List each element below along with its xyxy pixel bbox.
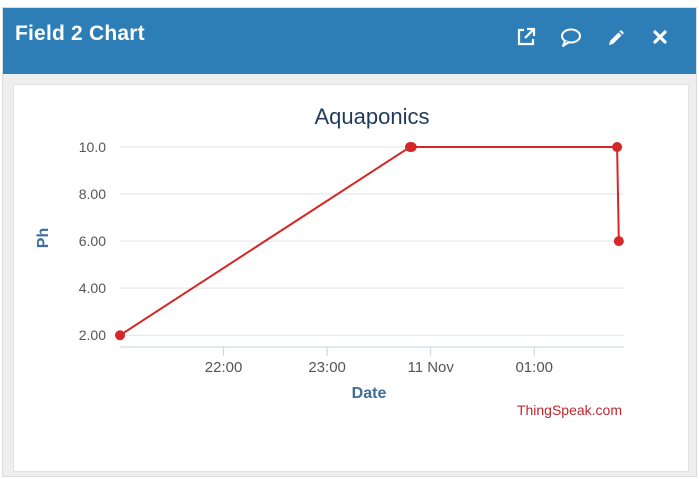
close-icon — [653, 30, 667, 44]
y-tick-label: 10.0 — [79, 139, 106, 155]
y-axis-title: Ph — [35, 228, 52, 248]
data-point — [612, 142, 623, 152]
chart-credit[interactable]: ThingSpeak.com — [517, 402, 622, 418]
axes: 2.00 4.00 6.00 8.00 10.0 22:00 23:00 11 Nov 01:0… — [79, 139, 624, 376]
chart-widget: Field 2 Chart — [2, 7, 697, 477]
data-point — [115, 330, 125, 341]
line-chart: 2.00 4.00 6.00 8.00 10.0 22:00 23:00 11 Nov 01:0… — [35, 104, 624, 418]
external-link-icon — [517, 27, 536, 46]
x-tick-label: 23:00 — [308, 359, 346, 376]
x-axis-title: Date — [352, 385, 387, 402]
y-tick-label: 4.00 — [79, 280, 106, 296]
series — [115, 142, 624, 341]
widget-header: Field 2 Chart — [3, 8, 696, 74]
x-tick-label: 01:00 — [515, 359, 553, 376]
comment-icon — [561, 28, 581, 47]
close-button[interactable] — [647, 24, 673, 50]
chart-title: Aquaponics — [315, 104, 430, 129]
comment-button[interactable] — [558, 24, 584, 50]
grid-lines — [120, 146, 624, 336]
x-tick-label: 22:00 — [205, 359, 243, 376]
widget-title: Field 2 Chart — [15, 22, 145, 45]
chart-card: 2.00 4.00 6.00 8.00 10.0 22:00 23:00 11 Nov 01:0… — [13, 84, 689, 472]
open-external-button[interactable] — [513, 24, 539, 50]
y-tick-label: 8.00 — [79, 186, 106, 202]
data-point — [613, 236, 624, 247]
data-point — [406, 142, 417, 152]
y-tick-label: 2.00 — [79, 327, 106, 343]
pencil-icon — [609, 30, 624, 45]
x-tick-label: 11 Nov — [407, 359, 454, 376]
edit-button[interactable] — [604, 24, 630, 50]
y-tick-label: 6.00 — [79, 233, 106, 249]
